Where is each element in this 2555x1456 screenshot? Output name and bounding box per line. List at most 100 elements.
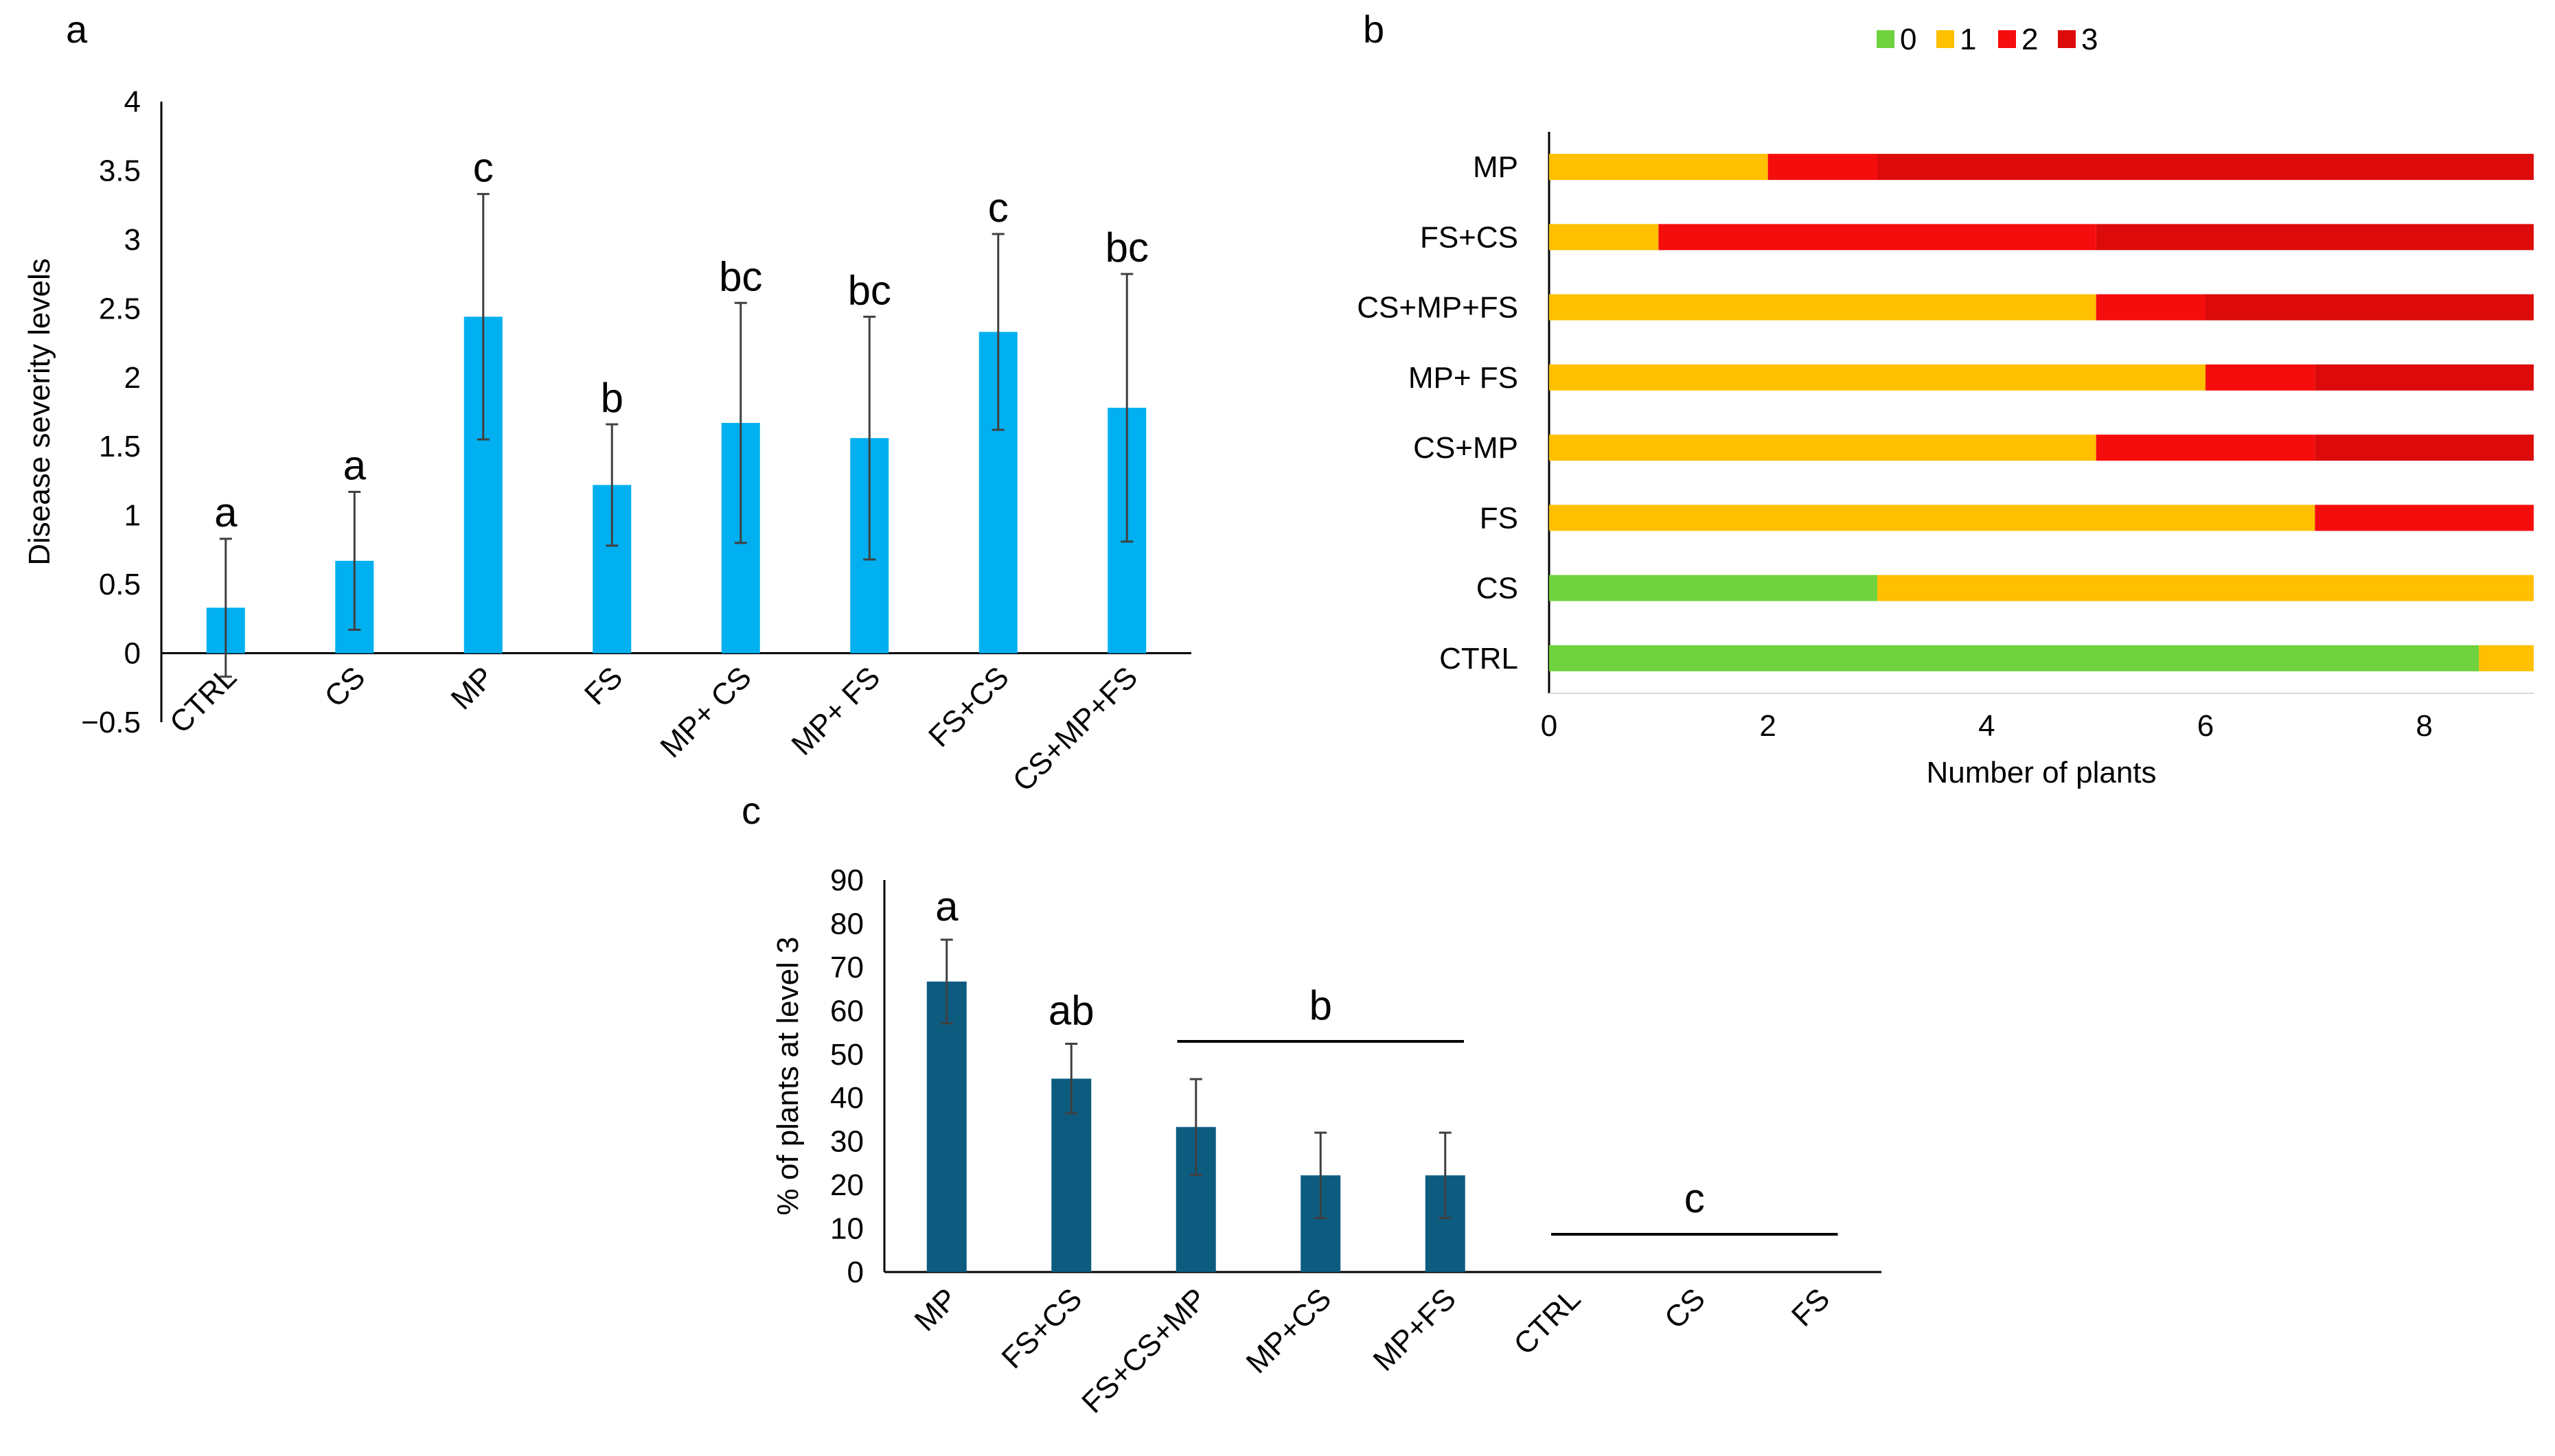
- stacked-bar-segment: [1549, 364, 2205, 391]
- stacked-bar-segment: [1658, 224, 2096, 251]
- x-tick-label: 0: [1541, 709, 1557, 743]
- x-axis-title: Number of plants: [1926, 756, 2156, 789]
- y-tick-label: 50: [830, 1038, 864, 1072]
- y-tick-label: FS: [1480, 501, 1518, 535]
- x-tick-label: CS: [1658, 1282, 1712, 1335]
- stacked-bar-segment: [1549, 435, 2096, 461]
- bar: [926, 981, 967, 1272]
- y-tick-label: 80: [830, 907, 864, 940]
- significance-letter: bc: [848, 267, 891, 313]
- stacked-bar-segment: [1549, 645, 2479, 671]
- legend-swatch: [1936, 30, 1954, 48]
- x-tick-label: MP+ FS: [785, 660, 886, 762]
- significance-letter: a: [935, 883, 959, 929]
- y-axis-title: Disease severity levels: [23, 258, 56, 566]
- stacked-bar-segment: [2096, 294, 2205, 321]
- y-tick-label: 1.5: [99, 430, 141, 463]
- y-tick-label: 3: [124, 223, 141, 257]
- stacked-bar-segment: [2479, 645, 2534, 671]
- stacked-bar-segment: [2315, 505, 2534, 531]
- panel-b-chart: b 0 2 4 6 8 Number of plants 0 1 2 3 MP FS+CS CS+MP+…: [1357, 8, 2534, 789]
- y-tick-label: CS+MP+FS: [1357, 291, 1518, 325]
- x-tick-label: FS+CS+MP: [1075, 1282, 1213, 1420]
- y-tick-label: 3.5: [99, 154, 141, 187]
- y-tick-label: 40: [830, 1081, 864, 1115]
- stacked-bar-segment: [1549, 224, 1659, 251]
- x-tick-label: CS+MP+FS: [1007, 660, 1145, 798]
- y-tick-label: CS+MP: [1413, 431, 1518, 465]
- panel-a-label: a: [66, 8, 88, 51]
- x-tick-label: MP: [445, 660, 501, 716]
- panel-b-label: b: [1363, 8, 1384, 51]
- stacked-bar-segment: [1549, 154, 1768, 181]
- significance-letter: ab: [1049, 988, 1095, 1034]
- stacked-bar-segment: [1767, 154, 1877, 181]
- y-tick-label: −0.5: [81, 706, 141, 739]
- legend-label: 0: [1900, 23, 1916, 56]
- stacked-bar-segment: [2096, 435, 2315, 461]
- significance-letter: bc: [1105, 224, 1149, 270]
- stacked-bar-segment: [1549, 505, 2315, 531]
- y-tick-label: 60: [830, 994, 864, 1028]
- x-tick-label: MP+ CS: [654, 660, 757, 764]
- y-tick-label: 20: [830, 1168, 864, 1202]
- y-tick-label: MP: [1473, 150, 1518, 184]
- significance-letter: c: [1684, 1175, 1705, 1221]
- x-tick-label: CS: [318, 660, 371, 714]
- panel-a-chart: a 4 3.5 3 2.5 2 1.5 1 0.5 0 −0.5 Disease severity …: [23, 8, 1191, 798]
- stacked-bar-segment: [1877, 154, 2534, 181]
- stacked-bar-segment: [1549, 294, 2096, 321]
- y-tick-label: CS: [1476, 572, 1518, 605]
- y-tick-label: MP+ FS: [1408, 361, 1518, 395]
- y-tick-label: 70: [830, 951, 864, 984]
- significance-letter: b: [601, 375, 623, 421]
- y-tick-label: 0: [847, 1256, 864, 1289]
- x-tick-label: 2: [1759, 709, 1776, 743]
- y-tick-label: 90: [830, 864, 864, 897]
- stacked-bar-segment: [2315, 435, 2534, 461]
- legend-label: 3: [2081, 23, 2098, 56]
- legend-swatch: [2058, 30, 2076, 48]
- legend-label: 2: [2021, 23, 2038, 56]
- legend-swatch: [1877, 30, 1894, 48]
- x-tick-label: MP: [908, 1282, 964, 1337]
- legend-swatch: [1998, 30, 2016, 48]
- x-tick-label: FS+CS: [922, 660, 1016, 754]
- x-tick-label: CTRL: [1507, 1282, 1587, 1361]
- y-tick-label: 0.5: [99, 568, 141, 601]
- stacked-bar-segment: [2205, 294, 2534, 321]
- x-tick-label: 8: [2416, 709, 2432, 743]
- x-tick-label: FS: [578, 660, 629, 711]
- x-tick-label: FS: [1785, 1282, 1836, 1332]
- y-tick-label: 10: [830, 1212, 864, 1246]
- x-tick-label: 4: [1978, 709, 1995, 743]
- stacked-bar-segment: [2205, 364, 2315, 391]
- significance-letter: a: [343, 443, 367, 489]
- y-tick-label: CTRL: [1439, 642, 1518, 675]
- panel-c-label: c: [742, 789, 761, 832]
- significance-letter: c: [988, 185, 1009, 231]
- y-tick-label: 2: [124, 361, 141, 395]
- legend-label: 1: [1960, 23, 1976, 56]
- x-tick-label: CTRL: [163, 660, 243, 740]
- significance-letter: bc: [719, 253, 762, 299]
- stacked-bar-segment: [2315, 364, 2534, 391]
- y-tick-label: 2.5: [99, 292, 141, 325]
- x-tick-label: 6: [2197, 709, 2214, 743]
- significance-letter: b: [1309, 982, 1332, 1028]
- significance-letter: c: [473, 145, 494, 191]
- panel-c-chart: c 90 80 70 60 50 40 30 20 10 0 % of plants at leve…: [742, 789, 1881, 1420]
- x-tick-label: MP+FS: [1367, 1282, 1463, 1377]
- x-tick-label: MP+CS: [1240, 1282, 1338, 1380]
- x-tick-label: FS+CS: [996, 1282, 1089, 1375]
- y-tick-label: 1: [124, 499, 141, 533]
- y-tick-label: 30: [830, 1125, 864, 1159]
- significance-letter: a: [214, 489, 238, 535]
- y-axis-title: % of plants at level 3: [771, 936, 805, 1215]
- y-tick-label: 0: [124, 637, 141, 671]
- stacked-bar-segment: [1877, 575, 2534, 601]
- stacked-bar-segment: [1549, 575, 1877, 601]
- stacked-bar-segment: [2096, 224, 2534, 251]
- y-tick-label: FS+CS: [1420, 220, 1518, 254]
